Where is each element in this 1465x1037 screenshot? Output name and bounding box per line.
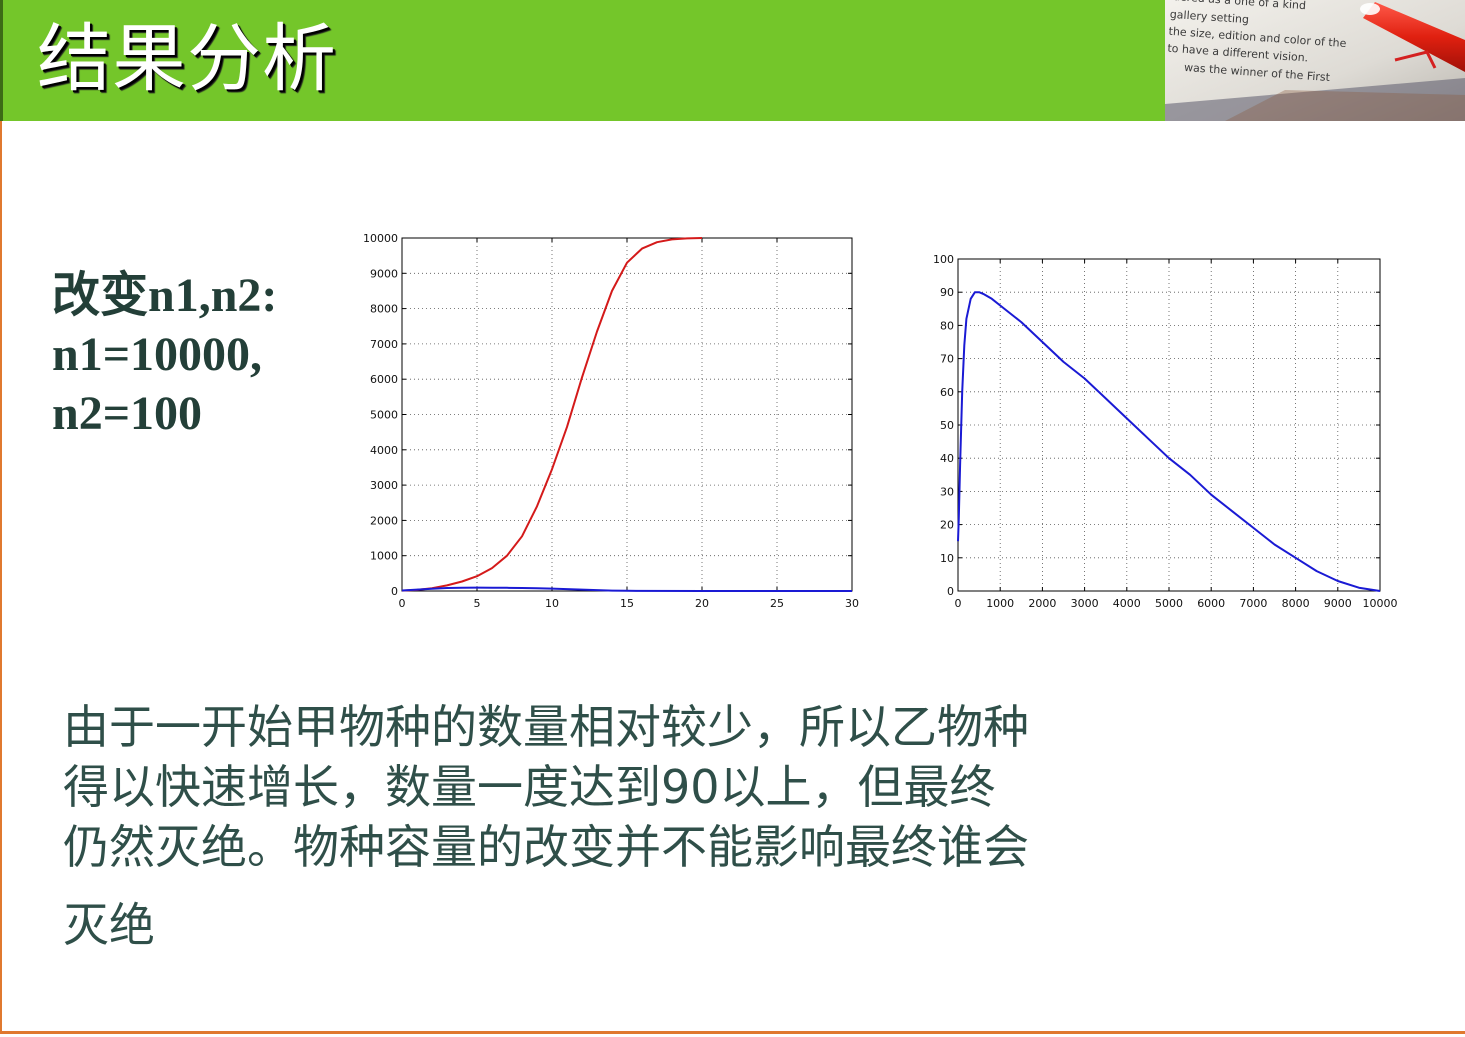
conclusion-line: 由于一开始甲物种的数量相对较少，所以乙物种 bbox=[63, 700, 1029, 754]
x-tick-label: 1000 bbox=[986, 597, 1014, 610]
x-tick-label: 8000 bbox=[1282, 597, 1310, 610]
bottom-accent-rule bbox=[0, 1031, 1465, 1034]
x-tick-label: 4000 bbox=[1113, 597, 1141, 610]
y-tick-label: 8000 bbox=[370, 303, 398, 316]
x-tick-label: 0 bbox=[399, 597, 406, 610]
conclusion-line: 灭绝 bbox=[63, 898, 155, 952]
x-tick-label: 5 bbox=[474, 597, 481, 610]
param-line: 改变n1,n2: bbox=[52, 269, 278, 322]
series-line bbox=[401, 586, 852, 592]
series-line bbox=[957, 291, 1381, 592]
x-tick-label: 7000 bbox=[1239, 597, 1267, 610]
y-tick-label: 9000 bbox=[370, 267, 398, 280]
x-tick-label: 10000 bbox=[1363, 597, 1398, 610]
x-tick-label: 20 bbox=[695, 597, 709, 610]
y-tick-label: 50 bbox=[940, 419, 954, 432]
y-tick-label: 5000 bbox=[370, 409, 398, 422]
chart-phase-plot: 0 1000 2000 3000 4000 5000 6000 7000 8000 9000 100… bbox=[933, 253, 1398, 610]
y-tick-label: 4000 bbox=[370, 444, 398, 457]
conclusion-line: 仍然灭绝。物种容量的改变并不能影响最终谁会 bbox=[63, 820, 1029, 874]
param-line: n1=10000, bbox=[52, 328, 263, 381]
left-accent-rule bbox=[0, 121, 2, 1033]
y-tick-label: 30 bbox=[940, 485, 954, 498]
y-tick-label: 90 bbox=[940, 286, 954, 299]
y-tick-label: 2000 bbox=[370, 514, 398, 527]
slide-title: 结果分析 bbox=[37, 16, 337, 102]
title-bar: 结果分析 bbox=[0, 0, 1168, 121]
x-tick-label: 2000 bbox=[1028, 597, 1056, 610]
param-line: n2=100 bbox=[52, 387, 203, 440]
x-tick-label: 6000 bbox=[1197, 597, 1225, 610]
y-tick-label: 100 bbox=[933, 253, 954, 266]
y-tick-label: 0 bbox=[947, 585, 954, 598]
plot-area bbox=[957, 258, 1381, 592]
y-tick-label: 20 bbox=[940, 519, 954, 532]
x-tick-label: 0 bbox=[955, 597, 962, 610]
y-tick-label: 60 bbox=[940, 386, 954, 399]
y-tick-label: 40 bbox=[940, 452, 954, 465]
y-tick-label: 3000 bbox=[370, 479, 398, 492]
y-tick-label: 6000 bbox=[370, 373, 398, 386]
series-line bbox=[401, 237, 703, 592]
header-photo: dered as a one of a kind gallery setting… bbox=[1165, 0, 1465, 121]
y-tick-label: 7000 bbox=[370, 338, 398, 351]
y-tick-label: 70 bbox=[940, 353, 954, 366]
conclusion-line: 得以快速增长，数量一度达到90以上，但最终 bbox=[63, 760, 996, 814]
x-tick-label: 25 bbox=[770, 597, 784, 610]
x-tick-label: 3000 bbox=[1071, 597, 1099, 610]
chart-time-series: 0 5 10 15 20 25 30 0 1000 2000 3000 4000 5000 6000 700… bbox=[363, 232, 859, 610]
x-tick-label: 9000 bbox=[1324, 597, 1352, 610]
y-tick-label: 1000 bbox=[370, 550, 398, 563]
photo-text-line: gallery setting bbox=[1169, 8, 1249, 26]
conclusion-text: 由于一开始甲物种的数量相对较少，所以乙物种 得以快速增长，数量一度达到90以上，… bbox=[63, 697, 1153, 955]
y-tick-label: 10 bbox=[940, 552, 954, 565]
y-tick-label: 0 bbox=[391, 585, 398, 598]
x-tick-label: 15 bbox=[620, 597, 634, 610]
y-tick-label: 80 bbox=[940, 319, 954, 332]
x-tick-label: 5000 bbox=[1155, 597, 1183, 610]
x-tick-label: 30 bbox=[845, 597, 859, 610]
x-tick-label: 10 bbox=[545, 597, 559, 610]
parameter-text: 改变n1,n2: n1=10000, n2=100 bbox=[52, 266, 277, 443]
y-tick-label: 10000 bbox=[363, 232, 398, 245]
